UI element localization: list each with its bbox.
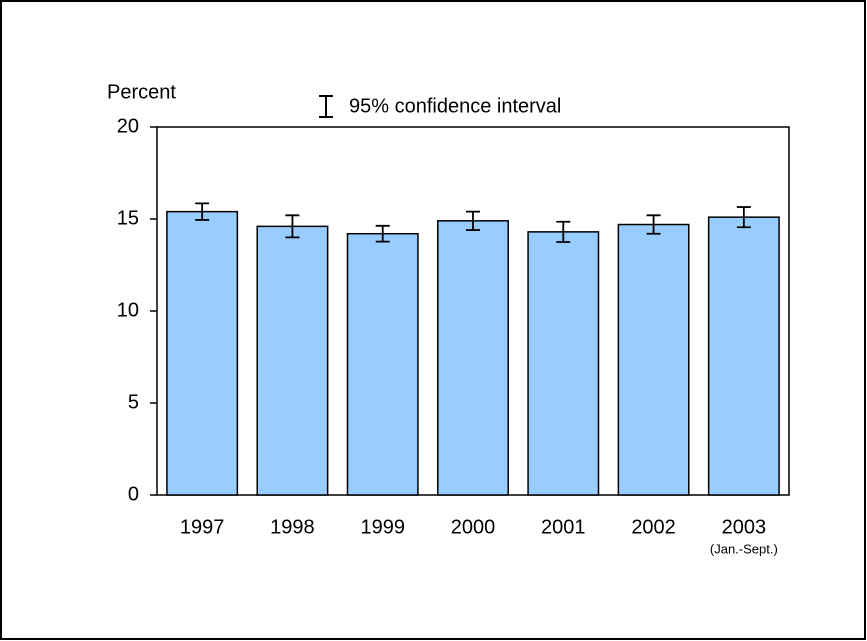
x-tick-note: (Jan.-Sept.)	[710, 541, 778, 556]
bar	[256, 225, 329, 496]
x-tick-label: 1997	[180, 516, 225, 538]
error-bar	[195, 202, 210, 221]
x-tick-label: 2003	[722, 516, 767, 538]
y-axis-label: Percent	[107, 81, 176, 103]
x-tick-label: 1998	[270, 516, 315, 538]
x-tick-label: 2001	[541, 516, 586, 538]
error-bar	[556, 220, 571, 243]
legend: 95% confidence interval	[319, 95, 561, 118]
legend-label: 95% confidence interval	[349, 95, 561, 117]
y-tick-label: 15	[117, 207, 139, 229]
y-tick-label: 20	[117, 115, 139, 137]
bar	[437, 220, 509, 496]
y-tick-label: 10	[117, 299, 139, 321]
y-tick-label: 5	[128, 391, 139, 413]
error-bar	[466, 210, 480, 231]
bar	[617, 223, 690, 496]
error-bar	[646, 214, 661, 235]
x-tick-label: 1999	[360, 516, 405, 538]
x-tick-label: 2002	[631, 516, 676, 538]
bar	[346, 232, 419, 496]
y-tick-label: 0	[128, 483, 139, 505]
error-bar	[375, 224, 390, 243]
bar	[527, 231, 600, 496]
error-bar	[285, 214, 300, 239]
bar	[707, 216, 780, 496]
x-tick-label: 2000	[451, 516, 496, 538]
bar	[166, 210, 239, 496]
error-bar	[736, 206, 751, 229]
